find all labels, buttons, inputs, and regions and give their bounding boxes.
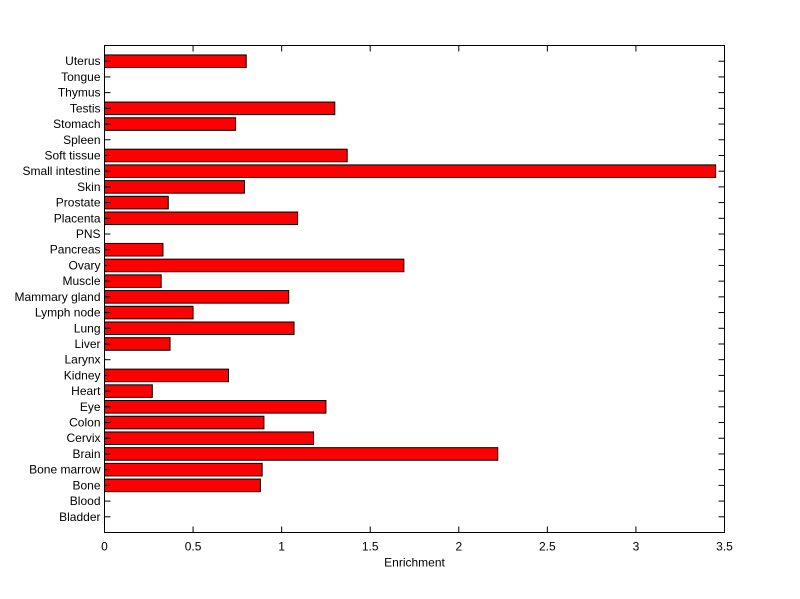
x-tick-label: 3 [633, 540, 640, 554]
y-tick-label: Mammary gland [14, 290, 100, 304]
y-tick-label: Eye [80, 400, 101, 414]
y-tick-label: Kidney [64, 368, 101, 382]
bar-uterus [104, 54, 247, 68]
bar-liver [104, 337, 171, 351]
bar-prostate [104, 195, 169, 210]
y-tick-label: Soft tissue [44, 148, 100, 162]
y-tick-label: Brain [72, 447, 100, 461]
bar-pancreas [104, 242, 164, 257]
x-tick-label: 0.5 [185, 540, 202, 554]
y-tick-label: Tongue [61, 70, 101, 84]
bar-heart [104, 384, 153, 398]
bar-colon [104, 415, 265, 430]
y-tick-label: Cervix [66, 431, 100, 445]
y-tick-label: Uterus [65, 54, 100, 68]
y-tick-label: Stomach [53, 117, 100, 131]
bar-ovary [104, 258, 405, 273]
bar-soft-tissue [104, 148, 348, 163]
bar-bone-marrow [104, 462, 263, 477]
x-axis: 0 0.5 1 1.5 2 2.5 3 3.5 [101, 45, 733, 554]
bar-lymph-node [104, 305, 194, 320]
x-tick-label: 1.5 [362, 540, 379, 554]
bar-eye [104, 400, 327, 414]
y-tick-label: Colon [69, 416, 100, 430]
bars-group [104, 54, 717, 493]
bar-brain [104, 447, 499, 461]
bar-small-intestine [104, 164, 717, 178]
x-tick-label: 3.5 [716, 540, 733, 554]
y-tick-label: Muscle [62, 274, 100, 288]
bar-skin [104, 180, 245, 194]
bar-mammary-gland [104, 290, 290, 304]
bar-lung [104, 321, 295, 336]
y-tick-label: Larynx [64, 353, 100, 367]
y-tick-label: Pancreas [50, 243, 101, 257]
y-tick-label: Liver [74, 337, 100, 351]
y-tick-label: Testis [70, 101, 101, 115]
y-tick-label: Lung [74, 321, 101, 335]
y-tick-label: Thymus [58, 86, 101, 100]
y-tick-label: Skin [77, 180, 100, 194]
y-tick-label: Bladder [59, 510, 100, 524]
y-tick-label: Spleen [63, 133, 100, 147]
y-tick-label: Placenta [54, 211, 101, 225]
bar-stomach [104, 117, 237, 131]
x-tick-label: 0 [101, 540, 108, 554]
y-tick-label: Lymph node [35, 306, 101, 320]
y-tick-label: PNS [76, 227, 101, 241]
bar-bone [104, 478, 261, 493]
bar-placenta [104, 211, 299, 226]
y-tick-label: Blood [70, 494, 101, 508]
y-tick-label: Small intestine [22, 164, 100, 178]
y-tick-label: Heart [71, 384, 101, 398]
bar-kidney [104, 368, 229, 383]
bar-testis [104, 101, 336, 116]
x-tick-label: 2 [455, 540, 462, 554]
y-tick-label: Bone [72, 478, 100, 492]
y-tick-label: Ovary [68, 258, 100, 272]
x-axis-title: Enrichment [384, 556, 445, 570]
x-tick-label: 1 [278, 540, 285, 554]
x-tick-label: 2.5 [539, 540, 556, 554]
y-tick-label: Bone marrow [29, 463, 101, 477]
plot-area-frame [104, 45, 725, 533]
bar-muscle [104, 274, 162, 288]
y-tick-label: Prostate [56, 196, 101, 210]
bar-cervix [104, 431, 315, 446]
